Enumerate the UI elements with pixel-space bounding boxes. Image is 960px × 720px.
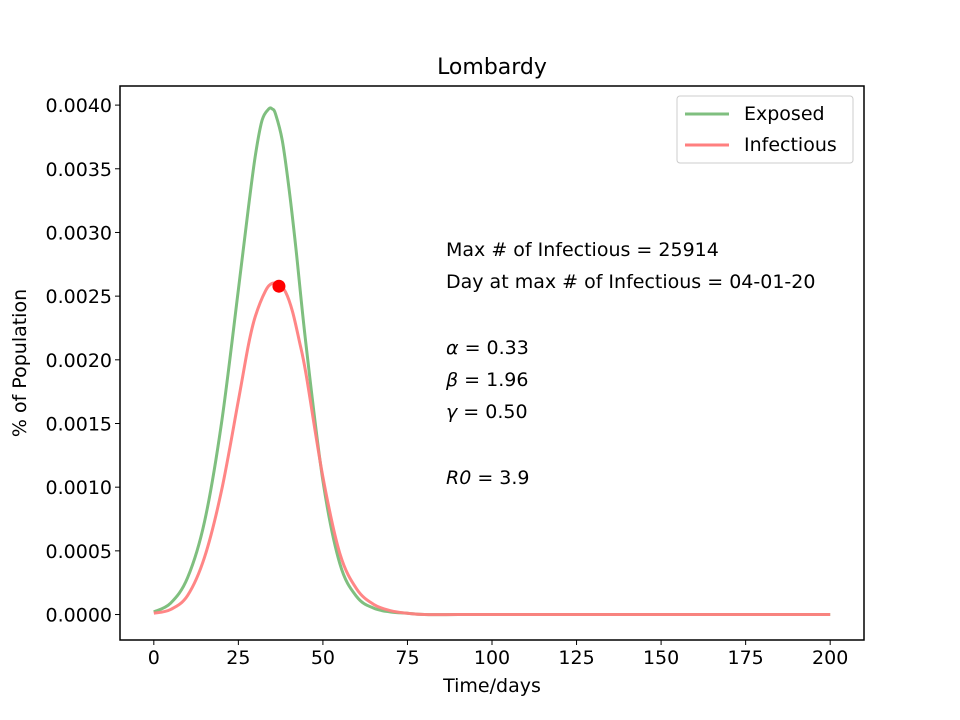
- r0-symbol: R0: [446, 467, 471, 489]
- gamma-value: = 0.50: [457, 401, 527, 423]
- y-axis-label: % of Population: [9, 289, 31, 437]
- y-tick-label: 0.0010: [46, 477, 112, 499]
- y-tick-label: 0.0015: [46, 413, 112, 435]
- y-tick-label: 0.0020: [46, 350, 112, 372]
- alpha-symbol: α: [446, 337, 459, 359]
- y-tick-label: 0.0040: [46, 95, 112, 117]
- y-tick-label: 0.0035: [46, 159, 112, 181]
- beta-symbol: β: [445, 369, 458, 391]
- legend-label-infectious: Infectious: [744, 134, 837, 156]
- series-lines: [153, 106, 831, 617]
- peak-infectious-marker: [272, 279, 286, 293]
- legend-label-exposed: Exposed: [744, 103, 825, 125]
- beta-value: = 1.96: [458, 369, 528, 391]
- series-line-infectious: [153, 281, 831, 617]
- alpha-value: = 0.33: [459, 337, 529, 359]
- x-tick-label: 50: [311, 647, 335, 669]
- annotations: Max # of Infectious = 25914 Day at max #…: [445, 239, 815, 489]
- annotation-gamma: γ = 0.50: [446, 401, 528, 423]
- x-tick-label: 150: [643, 647, 679, 669]
- annotation-day-at-max: Day at max # of Infectious = 04-01-20: [446, 271, 815, 293]
- r0-value: = 3.9: [471, 467, 529, 489]
- annotation-alpha: α = 0.33: [446, 337, 529, 359]
- annotation-r0: R0 = 3.9: [446, 467, 530, 489]
- gamma-symbol: γ: [446, 401, 459, 423]
- y-tick-label: 0.0030: [46, 222, 112, 244]
- x-tick-label: 75: [395, 647, 419, 669]
- annotation-beta: β = 1.96: [445, 369, 528, 391]
- y-tick-label: 0.0025: [46, 286, 112, 308]
- y-tick-label: 0.0000: [46, 605, 112, 627]
- x-axis: 0 25 50 75 100 125 150 175 200: [148, 640, 848, 669]
- x-tick-label: 25: [226, 647, 250, 669]
- annotation-max-infectious: Max # of Infectious = 25914: [446, 239, 719, 261]
- x-tick-label: 125: [558, 647, 594, 669]
- x-tick-label: 175: [728, 647, 764, 669]
- x-axis-label: Time/days: [442, 675, 541, 697]
- x-tick-label: 200: [812, 647, 848, 669]
- y-axis: 0.0000 0.0005 0.0010 0.0015 0.0020 0.0025 0.00…: [46, 95, 120, 627]
- chart-title: Lombardy: [437, 55, 547, 80]
- y-tick-label: 0.0005: [46, 541, 112, 563]
- x-tick-label: 0: [148, 647, 160, 669]
- legend: Exposed Infectious: [676, 95, 854, 164]
- x-tick-label: 100: [474, 647, 510, 669]
